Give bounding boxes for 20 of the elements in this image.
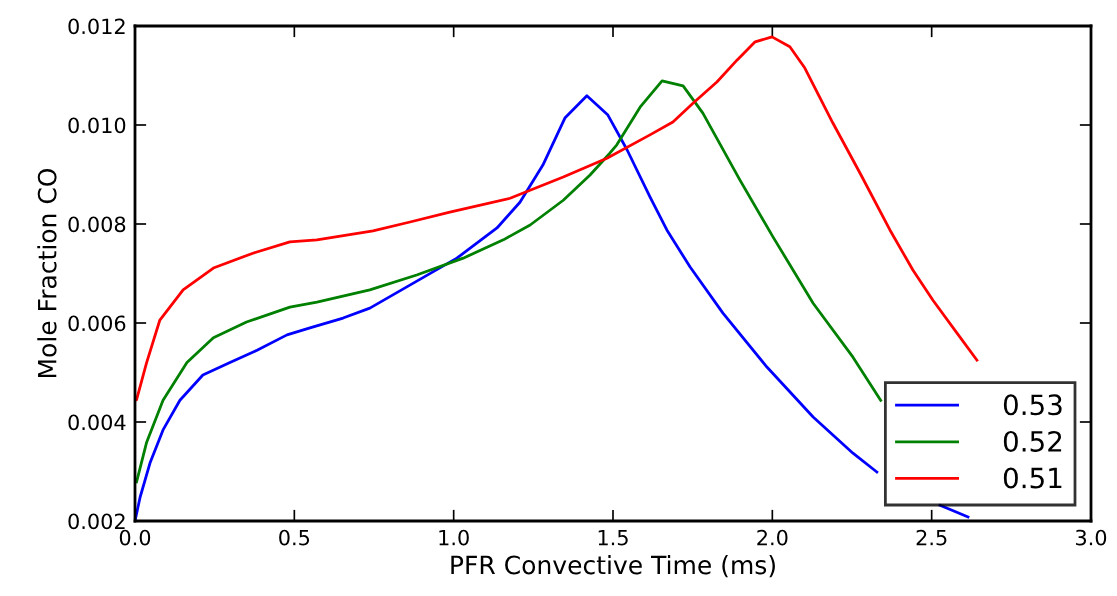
y-tick-label: 0.008 xyxy=(68,216,126,233)
x-tick-label: 3.0 xyxy=(1076,529,1107,546)
x-tick-label: 1.5 xyxy=(598,529,628,546)
line-series xyxy=(135,79,883,484)
x-tick-label: 0.5 xyxy=(279,529,310,546)
legend-label: 0.52 xyxy=(1003,430,1062,452)
y-axis-title: Mole Fraction CO xyxy=(37,168,57,378)
y-tick-label: 0.010 xyxy=(68,117,126,134)
x-axis-title: PFR Convective Time (ms) xyxy=(451,555,775,578)
y-tick-label: 0.002 xyxy=(68,513,125,530)
legend-label: 0.53 xyxy=(1003,394,1062,416)
x-tick-label: 0.0 xyxy=(119,529,151,546)
y-tick-label: 0.004 xyxy=(68,414,126,431)
legend-label: 0.51 xyxy=(1003,467,1062,489)
y-tick-label: 0.012 xyxy=(68,18,125,35)
x-tick-label: 2.5 xyxy=(916,529,947,546)
x-tick-label: 2.0 xyxy=(757,529,788,546)
line-series xyxy=(135,35,979,402)
y-tick-label: 0.006 xyxy=(68,315,126,332)
x-tick-label: 1.0 xyxy=(439,529,469,546)
